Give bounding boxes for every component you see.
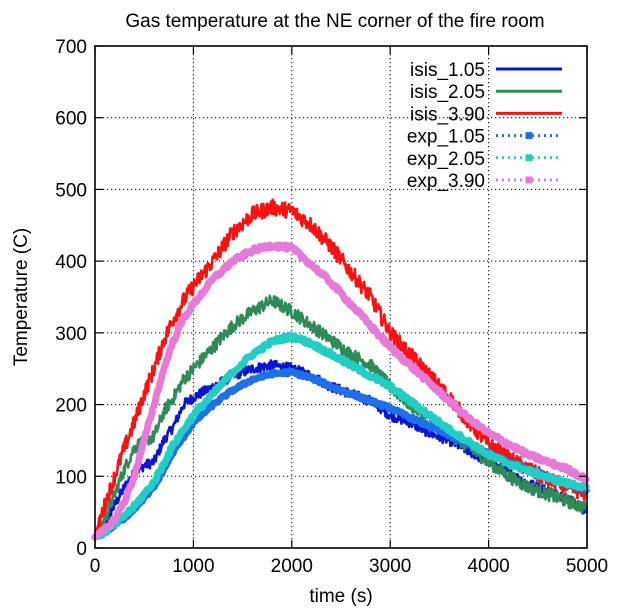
x-axis-label: time (s) [309,586,372,607]
legend-label: isis_1.05 [410,60,485,81]
legend-label: isis_3.90 [410,104,485,125]
series-exp_3.90 [91,241,590,541]
legend-label: exp_1.05 [407,127,485,148]
y-tick-label: 0 [76,539,87,560]
series-line [91,331,590,541]
y-tick-label: 400 [55,252,87,273]
x-tick-label: 2000 [271,556,313,577]
chart-title: Gas temperature at the NE corner of the … [125,11,544,32]
y-tick-label: 100 [55,467,87,488]
x-tick-label: 5000 [566,556,608,577]
legend-label: isis_2.05 [410,82,485,103]
y-tick-label: 700 [55,37,87,58]
x-tick-label: 4000 [467,556,509,577]
x-tick-label: 0 [90,556,101,577]
x-tick-label: 3000 [369,556,411,577]
series-exp_2.05 [91,331,590,541]
y-tick-label: 300 [55,324,87,345]
axis-ticks: 0 1000 2000 3000 4000 5000 0 100 200 300 400 500 600… [55,37,608,577]
series-line [93,294,589,539]
legend: isis_1.05isis_2.05isis_3.90exp_1.05exp_2… [407,60,562,192]
series-line [91,241,590,541]
legend-marker [525,176,533,184]
x-tick-label: 1000 [172,556,214,577]
legend-marker [525,132,533,140]
y-tick-label: 500 [55,180,87,201]
series-isis_2.05 [93,294,589,539]
plot-frame [94,45,588,549]
legend-label: exp_3.90 [407,171,485,192]
series-layer [91,198,590,541]
y-tick-label: 600 [55,109,87,130]
legend-label: exp_2.05 [407,149,485,170]
legend-marker [525,154,533,162]
y-axis-label: Temperature (C) [11,228,32,366]
y-tick-label: 200 [55,396,87,417]
